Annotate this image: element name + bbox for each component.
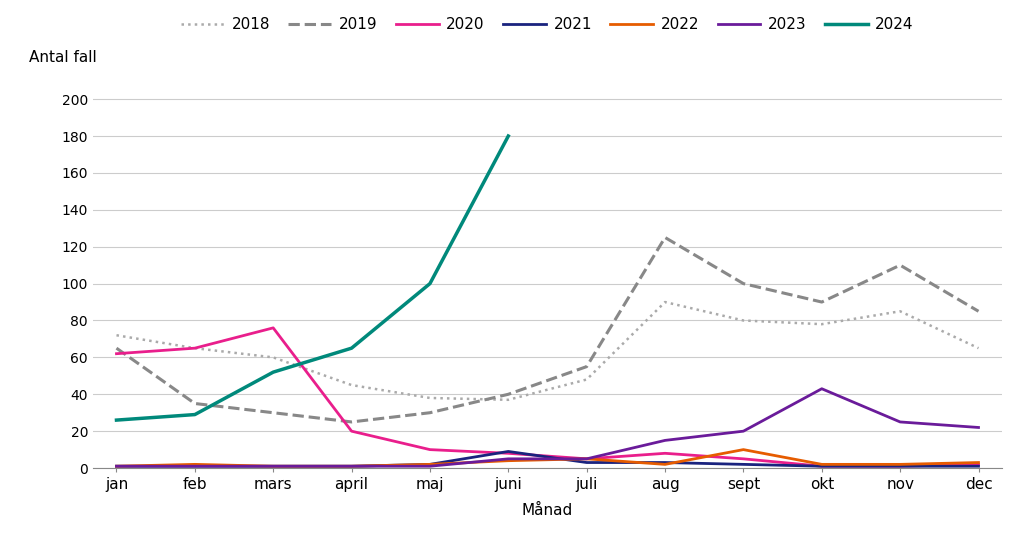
2020 [972,461,984,468]
2020 [816,463,828,470]
2021 [894,463,906,470]
2022 [972,459,984,466]
2023 [424,463,436,470]
2023 [972,424,984,431]
Text: Antal fall: Antal fall [29,50,97,65]
2021 [816,463,828,470]
2020 [659,450,671,457]
2021 [424,461,436,468]
2022 [816,461,828,468]
2024 [502,133,514,139]
2020 [894,463,906,470]
2022 [189,461,201,468]
2018 [816,321,828,328]
2019 [424,409,436,416]
2019 [189,400,201,407]
Legend: 2018, 2019, 2020, 2021, 2022, 2023, 2024: 2018, 2019, 2020, 2021, 2022, 2023, 2024 [175,11,920,38]
2021 [502,448,514,455]
2018 [738,317,750,324]
2020 [111,350,123,357]
2019 [345,419,357,425]
2019 [581,363,593,370]
2021 [581,459,593,466]
2022 [738,447,750,453]
2023 [267,463,279,470]
2020 [424,447,436,453]
2018 [502,397,514,403]
2018 [659,299,671,305]
X-axis label: Månad: Månad [522,503,573,518]
Line: 2018: 2018 [117,302,978,400]
2018 [111,332,123,338]
2019 [111,345,123,351]
2018 [424,395,436,401]
2021 [738,461,750,468]
2022 [424,461,436,468]
2019 [894,262,906,268]
2019 [816,299,828,305]
2023 [502,456,514,462]
2023 [738,428,750,434]
Line: 2023: 2023 [117,389,978,466]
2023 [581,456,593,462]
2020 [502,450,514,457]
2023 [659,437,671,444]
2023 [189,463,201,470]
2021 [972,463,984,470]
2021 [659,459,671,466]
2020 [581,456,593,462]
2022 [659,461,671,468]
2019 [267,409,279,416]
2024 [267,369,279,376]
Line: 2020: 2020 [117,328,978,466]
2023 [894,419,906,425]
2018 [189,345,201,351]
2022 [345,463,357,470]
2020 [189,345,201,351]
2020 [345,428,357,434]
2023 [816,386,828,392]
2024 [345,345,357,351]
2019 [972,308,984,315]
Line: 2022: 2022 [117,450,978,466]
2018 [972,345,984,351]
2018 [894,308,906,315]
2024 [424,280,436,287]
2023 [111,463,123,470]
2022 [111,463,123,470]
2021 [189,463,201,470]
Line: 2024: 2024 [117,136,508,420]
2018 [345,382,357,388]
2024 [189,412,201,418]
2022 [267,463,279,470]
2022 [502,457,514,464]
2022 [894,461,906,468]
2018 [267,354,279,360]
2021 [111,463,123,470]
2019 [659,234,671,240]
2018 [581,376,593,383]
2019 [502,391,514,398]
2020 [738,456,750,462]
2021 [345,463,357,470]
2024 [111,417,123,423]
2022 [581,456,593,462]
2020 [267,324,279,331]
2019 [738,280,750,287]
Line: 2021: 2021 [117,451,978,466]
2023 [345,463,357,470]
2021 [267,463,279,470]
Line: 2019: 2019 [117,237,978,422]
